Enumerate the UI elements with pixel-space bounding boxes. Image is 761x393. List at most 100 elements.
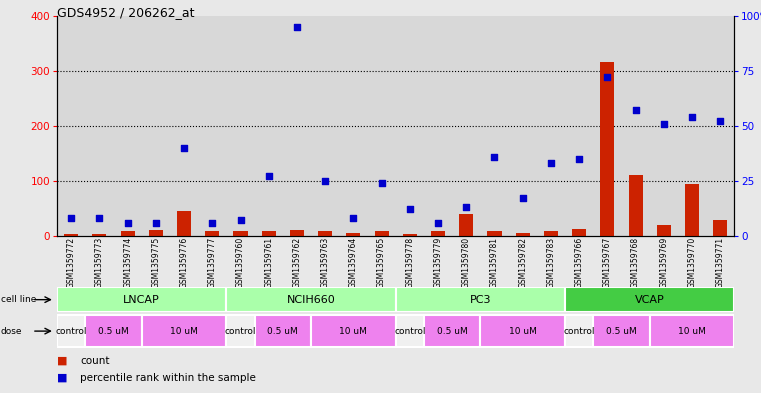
Bar bbox=[480, 315, 565, 347]
Bar bbox=[57, 315, 85, 347]
Bar bbox=[516, 233, 530, 236]
Bar bbox=[149, 230, 163, 236]
Bar bbox=[374, 231, 389, 236]
Bar bbox=[650, 16, 678, 236]
Bar bbox=[368, 16, 396, 236]
Bar bbox=[57, 287, 227, 312]
Bar bbox=[113, 16, 142, 236]
Bar bbox=[227, 16, 255, 236]
Bar bbox=[227, 287, 396, 312]
Bar bbox=[572, 229, 586, 236]
Bar bbox=[120, 231, 135, 236]
Bar bbox=[706, 16, 734, 236]
Point bbox=[375, 180, 387, 186]
Text: control: control bbox=[224, 327, 256, 336]
Point bbox=[629, 107, 642, 114]
Point bbox=[319, 178, 331, 184]
Bar bbox=[452, 16, 480, 236]
Text: ■: ■ bbox=[57, 373, 68, 383]
Text: 10 uM: 10 uM bbox=[509, 327, 537, 336]
Bar bbox=[565, 16, 594, 236]
Bar bbox=[170, 16, 198, 236]
Point bbox=[263, 173, 275, 180]
Point bbox=[291, 24, 303, 30]
Bar bbox=[311, 16, 339, 236]
Text: VCAP: VCAP bbox=[635, 295, 664, 305]
Bar bbox=[544, 231, 558, 236]
Point bbox=[517, 195, 529, 202]
Bar bbox=[459, 214, 473, 236]
Text: 0.5 uM: 0.5 uM bbox=[437, 327, 467, 336]
Text: control: control bbox=[56, 327, 87, 336]
Text: cell line: cell line bbox=[1, 295, 36, 304]
Bar bbox=[64, 234, 78, 236]
Bar bbox=[396, 16, 424, 236]
Bar bbox=[198, 16, 227, 236]
Bar bbox=[629, 175, 642, 236]
Bar bbox=[142, 315, 227, 347]
Bar bbox=[685, 184, 699, 236]
Bar bbox=[657, 225, 671, 236]
Bar bbox=[565, 287, 734, 312]
Point bbox=[658, 120, 670, 127]
Text: 0.5 uM: 0.5 uM bbox=[98, 327, 129, 336]
Text: percentile rank within the sample: percentile rank within the sample bbox=[80, 373, 256, 383]
Text: LNCAP: LNCAP bbox=[123, 295, 160, 305]
Bar bbox=[403, 234, 417, 236]
Text: 10 uM: 10 uM bbox=[170, 327, 198, 336]
Bar bbox=[396, 287, 565, 312]
Bar bbox=[678, 16, 706, 236]
Text: 0.5 uM: 0.5 uM bbox=[267, 327, 298, 336]
Bar bbox=[234, 231, 247, 236]
Bar bbox=[346, 233, 361, 236]
Bar bbox=[92, 234, 107, 236]
Bar bbox=[283, 16, 311, 236]
Point bbox=[545, 160, 557, 166]
Point bbox=[601, 74, 613, 81]
Text: NCIH660: NCIH660 bbox=[287, 295, 336, 305]
Point bbox=[432, 219, 444, 226]
Bar bbox=[318, 231, 333, 236]
Point bbox=[714, 118, 726, 125]
Bar bbox=[85, 315, 142, 347]
Bar bbox=[508, 16, 537, 236]
Bar bbox=[650, 315, 734, 347]
Text: 10 uM: 10 uM bbox=[678, 327, 706, 336]
Bar bbox=[594, 315, 650, 347]
Bar bbox=[565, 315, 594, 347]
Text: control: control bbox=[563, 327, 595, 336]
Point bbox=[206, 219, 218, 226]
Point bbox=[150, 219, 162, 226]
Bar bbox=[227, 315, 255, 347]
Bar bbox=[177, 211, 191, 236]
Point bbox=[178, 145, 190, 151]
Bar bbox=[290, 230, 304, 236]
Point bbox=[65, 215, 78, 221]
Text: dose: dose bbox=[1, 327, 22, 336]
Bar bbox=[488, 231, 501, 236]
Text: 10 uM: 10 uM bbox=[339, 327, 368, 336]
Bar bbox=[431, 231, 445, 236]
Text: 0.5 uM: 0.5 uM bbox=[606, 327, 637, 336]
Text: control: control bbox=[394, 327, 425, 336]
Point bbox=[686, 114, 698, 120]
Bar bbox=[255, 16, 283, 236]
Point bbox=[122, 219, 134, 226]
Bar bbox=[205, 231, 219, 236]
Point bbox=[234, 217, 247, 224]
Bar bbox=[262, 231, 275, 236]
Bar bbox=[480, 16, 508, 236]
Bar bbox=[311, 315, 396, 347]
Text: count: count bbox=[80, 356, 110, 366]
Bar bbox=[57, 16, 85, 236]
Bar bbox=[600, 62, 614, 236]
Text: GDS4952 / 206262_at: GDS4952 / 206262_at bbox=[57, 6, 195, 19]
Bar bbox=[594, 16, 622, 236]
Point bbox=[573, 156, 585, 162]
Text: ■: ■ bbox=[57, 356, 68, 366]
Bar bbox=[424, 315, 480, 347]
Point bbox=[489, 153, 501, 160]
Bar bbox=[339, 16, 368, 236]
Bar bbox=[622, 16, 650, 236]
Bar bbox=[142, 16, 170, 236]
